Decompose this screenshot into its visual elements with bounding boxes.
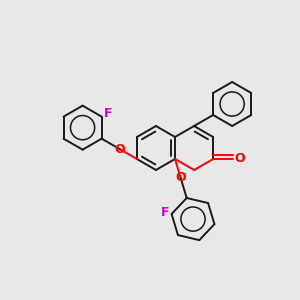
Text: O: O — [234, 152, 245, 166]
Text: O: O — [114, 142, 125, 156]
Text: O: O — [176, 172, 186, 184]
Text: F: F — [160, 206, 169, 219]
Text: F: F — [103, 106, 112, 120]
